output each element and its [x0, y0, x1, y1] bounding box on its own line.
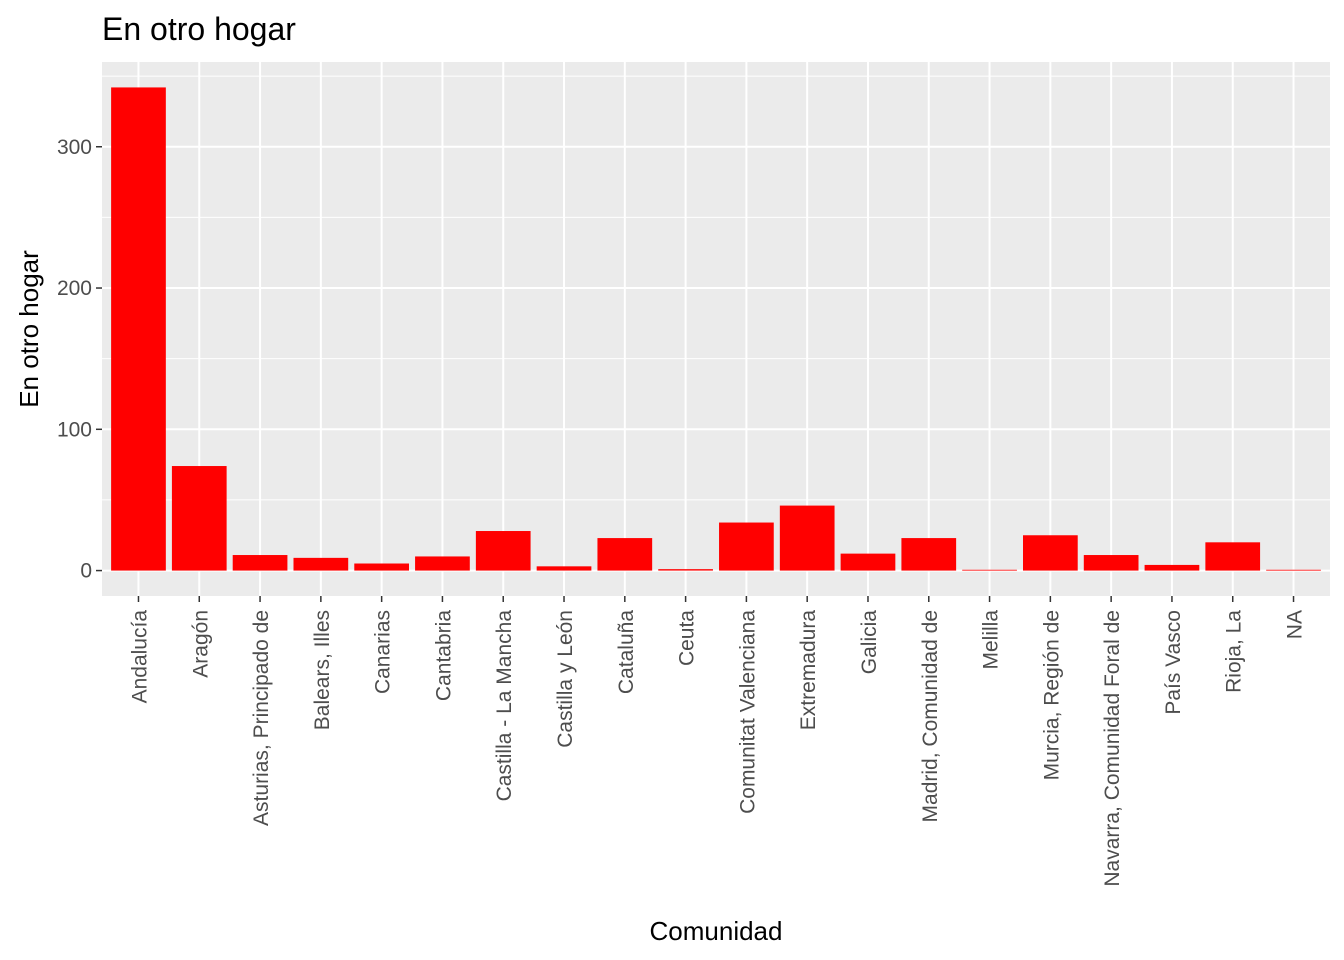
x-tick-label: Andalucía [128, 610, 151, 704]
bar [536, 566, 592, 571]
bar [1083, 555, 1139, 571]
bar [475, 531, 531, 571]
bar [901, 538, 957, 571]
x-tick-label: Murcia, Región de [1040, 610, 1063, 780]
x-tick-label: Navarra, Comunidad Foral de [1101, 610, 1124, 887]
bars [111, 87, 1321, 571]
bar [1144, 564, 1200, 571]
bar [1023, 535, 1078, 571]
bar [232, 555, 288, 571]
x-tick-label: NA [1284, 610, 1307, 639]
y-tick-label: 200 [57, 277, 92, 300]
x-tick-label: Extremadura [797, 610, 820, 731]
bar [719, 522, 774, 571]
gridlines [102, 62, 1330, 596]
bar [658, 569, 713, 571]
x-tick-label: Canarias [372, 610, 395, 694]
x-tick-label: Melilla [980, 610, 1003, 670]
x-tick-label: Aragón [189, 610, 212, 678]
x-tick-label: Madrid, Comunidad de [919, 610, 942, 822]
y-tick-label: 300 [57, 136, 92, 159]
x-tick-label: Galicia [858, 610, 881, 675]
bar [1205, 542, 1261, 571]
y-axis-title: En otro hogar [14, 250, 44, 408]
bar [293, 557, 349, 571]
bar [597, 538, 653, 571]
chart-title: En otro hogar [102, 11, 296, 47]
y-axis: 0 100 200 300 [57, 136, 102, 583]
x-tick-label: Castilla y León [554, 610, 577, 748]
x-tick-label: País Vasco [1162, 610, 1185, 715]
x-axis: Andalucía Aragón Asturias, Principado de Ba… [128, 596, 1307, 887]
bar [111, 87, 166, 571]
x-tick-label: Ceuta [676, 610, 699, 666]
bar [1266, 569, 1321, 571]
x-tick-label: Rioja, La [1223, 610, 1246, 693]
y-tick-label: 100 [57, 418, 92, 441]
x-tick-label: Asturias, Principado de [250, 610, 273, 826]
x-tick-label: Cataluña [615, 610, 638, 694]
bar [779, 505, 835, 571]
bar [354, 563, 409, 571]
x-axis-title: Comunidad [650, 916, 783, 946]
plot-panel [102, 62, 1330, 596]
x-tick-label: Comunitat Valenciana [736, 610, 759, 814]
x-tick-label: Balears, Illes [311, 610, 334, 730]
x-tick-label: Castilla - La Mancha [493, 610, 516, 802]
x-tick-label: Cantabria [432, 610, 455, 701]
bar [962, 569, 1017, 571]
bar [171, 466, 227, 571]
bar [415, 556, 470, 571]
y-tick-label: 0 [80, 560, 92, 583]
bar [840, 553, 896, 571]
